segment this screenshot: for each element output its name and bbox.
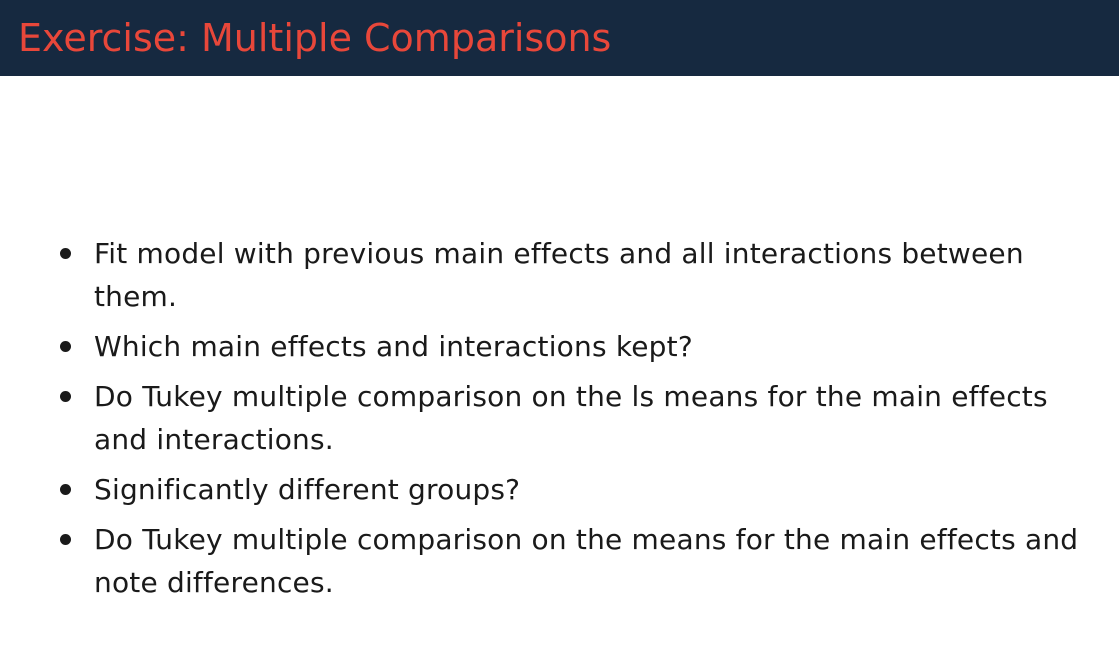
bullet-text: Do Tukey multiple comparison on the mean…: [94, 523, 1079, 599]
bullet-text: Do Tukey multiple comparison on the ls m…: [94, 380, 1048, 456]
bullet-text: Which main effects and interactions kept…: [94, 330, 693, 363]
slide-title: Exercise: Multiple Comparisons: [18, 16, 612, 60]
bullet-text: Significantly different groups?: [94, 473, 521, 506]
bullet-item: Which main effects and interactions kept…: [58, 325, 1108, 368]
bullet-item: Do Tukey multiple comparison on the mean…: [58, 518, 1108, 604]
bullet-dot-icon: [60, 248, 71, 259]
bullet-item: Significantly different groups?: [58, 468, 1108, 511]
bullet-text: Fit model with previous main effects and…: [94, 237, 1024, 313]
bullet-dot-icon: [60, 484, 71, 495]
bullet-dot-icon: [60, 341, 71, 352]
bullet-dot-icon: [60, 534, 71, 545]
title-bar: Exercise: Multiple Comparisons: [0, 0, 1119, 76]
bullet-list: Fit model with previous main effects and…: [58, 232, 1108, 611]
bullet-item: Do Tukey multiple comparison on the ls m…: [58, 375, 1108, 461]
bullet-dot-icon: [60, 391, 71, 402]
bullet-item: Fit model with previous main effects and…: [58, 232, 1108, 318]
